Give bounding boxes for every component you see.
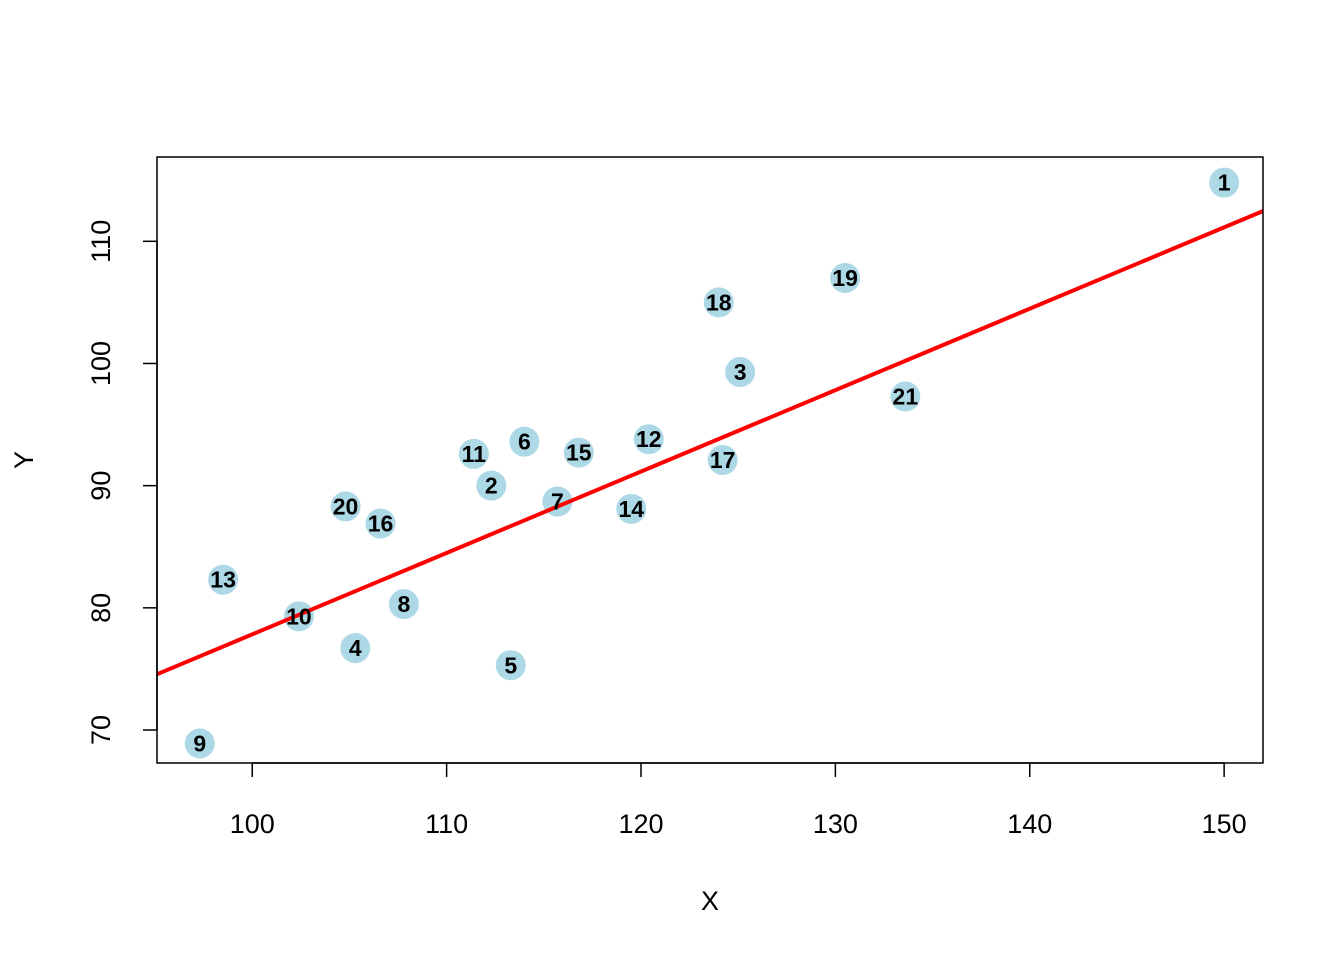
- data-point-12: [633, 424, 664, 455]
- data-point-15: [563, 437, 594, 468]
- data-point-14: [616, 493, 647, 524]
- data-point-2: [476, 470, 507, 501]
- data-point-11: [458, 438, 489, 469]
- data-point-1: [1209, 167, 1240, 198]
- point-label-10: 10: [286, 603, 312, 629]
- point-label-1: 1: [1218, 170, 1231, 196]
- y-tick-label-80: 80: [86, 593, 116, 623]
- x-axis: 100 110 120 130 140 150: [230, 762, 1247, 839]
- regression-line: [157, 208, 1263, 677]
- y-tick-label-90: 90: [86, 471, 116, 501]
- data-point-8: [388, 589, 419, 620]
- x-tick-label-140: 140: [1007, 809, 1052, 839]
- data-point-19: [830, 262, 861, 293]
- point-label-7: 7: [551, 489, 564, 515]
- point-label-12: 12: [636, 426, 662, 452]
- point-label-13: 13: [210, 567, 236, 593]
- data-point-16: [365, 508, 396, 539]
- data-point-18: [703, 287, 734, 318]
- point-label-11: 11: [462, 441, 487, 467]
- data-point-20: [330, 491, 361, 522]
- data-point-3: [725, 357, 756, 388]
- point-label-14: 14: [618, 496, 644, 522]
- x-axis-title: X: [701, 886, 719, 916]
- data-point-17: [707, 445, 738, 475]
- x-tick-label-130: 130: [813, 809, 858, 839]
- point-label-6: 6: [518, 429, 531, 455]
- x-tick-label-110: 110: [425, 809, 468, 839]
- y-tick-label-70: 70: [86, 715, 116, 745]
- point-label-2: 2: [485, 473, 498, 499]
- point-label-5: 5: [504, 652, 517, 678]
- point-label-15: 15: [566, 440, 592, 466]
- data-point-5: [495, 650, 526, 681]
- point-label-20: 20: [333, 493, 359, 519]
- data-point-21: [890, 381, 921, 412]
- y-tick-label-100: 100: [86, 341, 116, 386]
- point-label-17: 17: [710, 447, 736, 473]
- x-tick-label-150: 150: [1202, 809, 1247, 839]
- data-point-13: [208, 564, 239, 595]
- point-label-3: 3: [734, 359, 747, 385]
- point-label-4: 4: [349, 635, 362, 661]
- data-point-4: [340, 633, 371, 664]
- x-tick-label-120: 120: [618, 809, 663, 839]
- point-label-19: 19: [832, 265, 858, 291]
- regression-line-layer: [157, 208, 1263, 677]
- data-point-6: [509, 426, 540, 457]
- y-axis-title: Y: [9, 451, 39, 469]
- y-axis: 70 80 90 100 110: [86, 220, 158, 745]
- x-tick-label-100: 100: [230, 809, 275, 839]
- point-label-9: 9: [193, 730, 206, 756]
- y-tick-label-110: 110: [86, 220, 116, 263]
- point-label-18: 18: [706, 289, 732, 315]
- point-label-16: 16: [368, 511, 394, 537]
- point-label-21: 21: [893, 383, 919, 409]
- point-label-8: 8: [397, 591, 410, 617]
- data-point-9: [184, 728, 215, 759]
